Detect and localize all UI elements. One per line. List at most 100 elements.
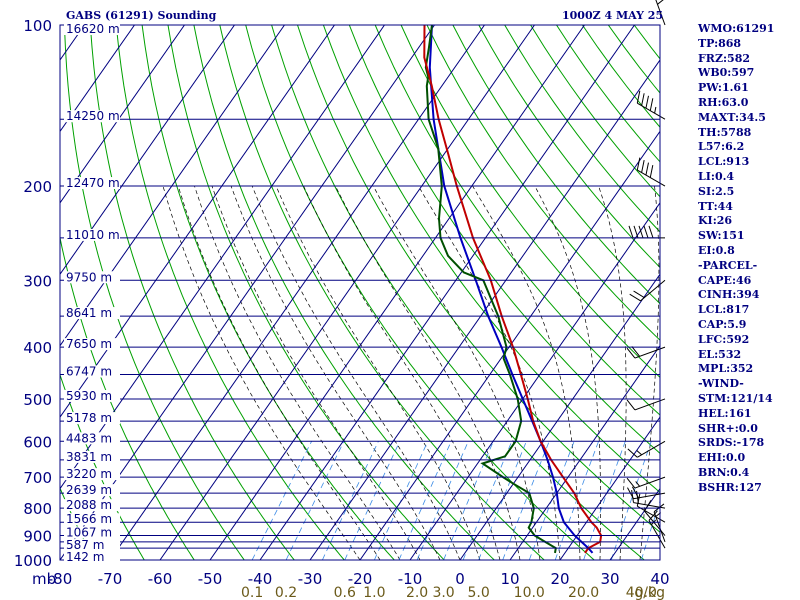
- wind-barb: [626, 476, 666, 489]
- wind-barb-flag: [636, 157, 641, 171]
- height-label-bg: [64, 450, 120, 463]
- wind-barb-flag: [626, 347, 636, 359]
- pressure-label: 100: [23, 17, 52, 35]
- height-label-bg: [64, 412, 120, 425]
- mixing-ratio-label: 3.0: [432, 585, 454, 600]
- wind-barb-flag: [631, 490, 634, 503]
- wind-barb: [655, 0, 666, 26]
- wind-barb-flag: [657, 0, 664, 5]
- mixing-ratio-label: 0.2: [275, 585, 297, 600]
- wind-barb-flag: [643, 225, 649, 239]
- index-item: SRDS:-178: [698, 436, 765, 450]
- wind-barb: [629, 279, 666, 302]
- wind-barb-flag: [648, 510, 658, 521]
- height-label-bg: [64, 110, 120, 123]
- height-label: 5178 m: [66, 411, 112, 425]
- isotherm-line: [409, 201, 660, 560]
- dry-adiabat-line: [790, 25, 800, 560]
- station-title: GABS (61291) Sounding: [66, 9, 217, 22]
- temperature-tick-label: -10: [398, 570, 423, 588]
- height-label: 3220 m: [66, 467, 112, 481]
- index-item: EL:532: [698, 347, 742, 361]
- height-label-bg: [64, 539, 120, 552]
- height-label: 2088 m: [66, 498, 112, 512]
- wind-barb-flag: [636, 90, 641, 104]
- plot-frame: [59, 24, 661, 561]
- wind-barb-staff: [640, 279, 666, 302]
- height-label: 7650 m: [66, 337, 112, 351]
- height-label-bg: [64, 177, 120, 190]
- moist-adiabat-line: [472, 185, 581, 560]
- index-item: -PARCEL-: [698, 258, 758, 272]
- isotherm-line: [60, 25, 435, 560]
- wind-barb-flag: [626, 399, 636, 411]
- temperature-tick-label: 10: [500, 570, 519, 588]
- wind-barb-flag: [645, 162, 649, 176]
- isotherm-line: [559, 416, 660, 560]
- index-item: KI:26: [698, 214, 733, 228]
- pressure-label: 1000: [14, 552, 52, 570]
- height-label: 8641 m: [66, 306, 112, 320]
- mixing-ratio-label: 1.0: [363, 585, 385, 600]
- index-item: L57:6.2: [698, 140, 745, 154]
- temperature-tick-label: 0: [455, 570, 465, 588]
- mixing-ratio-label: 0.1: [241, 585, 263, 600]
- index-item: EI:0.8: [698, 243, 735, 257]
- height-label-bg: [64, 271, 120, 284]
- wind-barb-flag: [633, 290, 645, 299]
- mixing-ratio-line: [251, 441, 312, 560]
- mixing-ratio-line: [416, 441, 469, 560]
- height-label: 5930 m: [66, 389, 112, 403]
- pressure-label: 900: [23, 528, 52, 546]
- pressure-label: 800: [23, 500, 52, 518]
- wind-barb: [636, 157, 666, 187]
- height-label: 11010 m: [66, 228, 120, 242]
- index-item: FRZ:582: [698, 51, 751, 65]
- moist-adiabat-line: [275, 185, 481, 560]
- isotherm-line: [309, 59, 660, 560]
- index-item: WMO:61291: [698, 22, 775, 35]
- temperature-tick-label: -40: [248, 570, 273, 588]
- height-label-bg: [64, 432, 120, 445]
- height-label-bg: [64, 23, 120, 35]
- index-item: MAXT:34.5: [698, 110, 766, 124]
- index-item: CAPE:46: [698, 273, 752, 287]
- wind-barb-staff: [648, 520, 666, 549]
- dry-adiabat-line: [297, 25, 660, 533]
- dewpoint-line: [424, 25, 557, 554]
- index-item: HEL:161: [698, 406, 752, 420]
- wind-barb-half-flag: [635, 481, 641, 487]
- wind-barb-staff: [655, 0, 666, 26]
- index-item: LCL:817: [698, 303, 750, 317]
- isotherm-line: [209, 25, 585, 560]
- wind-barb-column: [626, 0, 666, 549]
- moist-adiabat-line: [211, 185, 421, 560]
- index-item: STM:121/14: [698, 391, 773, 405]
- observation-time: 1000Z 4 MAY 25: [562, 9, 664, 22]
- temperature-tick-label: 30: [600, 570, 619, 588]
- height-label-bg: [64, 513, 120, 526]
- dry-adiabat-line: [322, 25, 660, 494]
- height-label: 12470 m: [66, 176, 120, 190]
- sounding-profiles: [423, 25, 603, 554]
- temperature-tick-label: 40: [650, 570, 669, 588]
- height-label-bg: [64, 389, 120, 402]
- mixing-ratio-label: 2.0: [406, 585, 428, 600]
- dry-adiabat-line: [219, 25, 545, 560]
- index-item: BRN:0.4: [698, 465, 750, 479]
- height-label-bg: [64, 338, 120, 351]
- pressure-label: 600: [23, 433, 52, 451]
- isotherm-line: [60, 25, 185, 204]
- wind-barb-flag: [648, 225, 654, 239]
- isotherm-line: [459, 273, 660, 560]
- temperature-tick-label: -30: [298, 570, 323, 588]
- dry-adiabat-line: [115, 25, 345, 560]
- moist-adiabat-line: [251, 185, 461, 560]
- mixing-ratio-line: [344, 441, 401, 560]
- index-item: RH:63.0: [698, 95, 749, 109]
- index-item: SW:151: [698, 229, 745, 243]
- mixing-ratio-label: 5.0: [467, 585, 489, 600]
- index-item: BSHR:127: [698, 480, 762, 494]
- wind-barb-flag: [641, 93, 645, 106]
- pressure-label: 500: [23, 391, 52, 409]
